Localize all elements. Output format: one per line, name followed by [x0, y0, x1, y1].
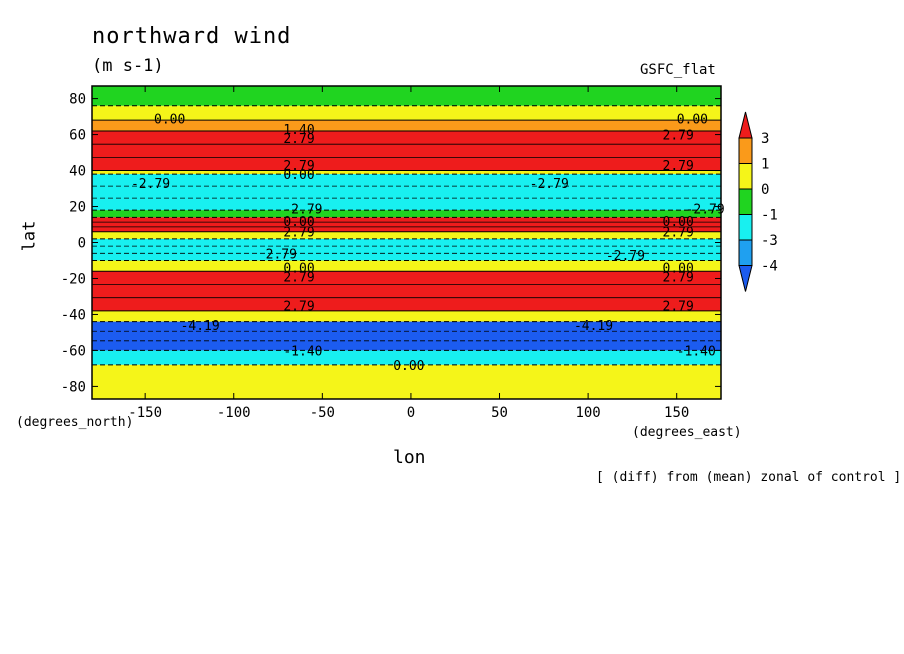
contour-label-3: 2.79 — [283, 132, 314, 147]
contour-label-21: 2.79 — [663, 271, 694, 286]
x-tick-label-4: 50 — [491, 405, 508, 421]
band-5 — [92, 174, 721, 211]
contour-label-26: -1.40 — [283, 344, 322, 359]
colorbar-label-4: -3 — [761, 233, 778, 249]
contour-label-23: 2.79 — [663, 299, 694, 314]
footnote: [ (diff) from (mean) zonal of control ] — [596, 470, 902, 485]
x-tick-label-0: -150 — [128, 405, 162, 421]
colorbar-label-2: 0 — [761, 182, 769, 198]
band-10 — [92, 260, 721, 272]
y-tick-label-0: -80 — [61, 379, 86, 395]
contour-label-27: -1.40 — [677, 344, 716, 359]
colorbar: 3 1 0 -1 -3 -4 — [738, 111, 778, 292]
contour-label-4: 2.79 — [663, 129, 694, 144]
x-tick-label-2: -50 — [310, 405, 335, 421]
band-4 — [92, 170, 721, 175]
x-tick-label-1: -100 — [217, 405, 251, 421]
contour-label-12: 0.00 — [283, 215, 314, 230]
band-8 — [92, 231, 721, 239]
x-tick-label-3: 0 — [407, 405, 415, 421]
x-tick-label-5: 100 — [575, 405, 600, 421]
contour-label-25: -4.19 — [574, 319, 613, 334]
band-0 — [92, 86, 721, 106]
colorbar-label-1: 1 — [761, 157, 769, 173]
band-14 — [92, 350, 721, 365]
band-12 — [92, 310, 721, 322]
contour-label-10: -2.79 — [283, 202, 322, 217]
chart-units: (m s-1) — [92, 56, 164, 76]
x-axis-label: lon — [393, 447, 426, 468]
y-tick-label-2: -40 — [61, 307, 86, 323]
band-3 — [92, 130, 721, 171]
y-tick-label-1: -60 — [61, 343, 86, 359]
x-tick-label-6: 150 — [664, 405, 689, 421]
colorbar-segment-0 — [738, 137, 753, 164]
contour-label-17: -2.79 — [606, 249, 645, 264]
y-tick-label-8: 80 — [69, 92, 86, 108]
contour-label-7: 2.79 — [283, 159, 314, 174]
y-tick-label-6: 40 — [69, 164, 86, 180]
contour-label-8: 0.00 — [283, 168, 314, 183]
band-1 — [92, 105, 721, 121]
chart-title: northward wind — [92, 24, 292, 49]
colorbar-segment-2 — [738, 188, 753, 215]
band-6 — [92, 210, 721, 218]
contour-lines — [92, 105, 721, 366]
contour-label-20: 0.00 — [663, 262, 694, 277]
y-axis-label: lat — [19, 220, 40, 252]
colorbar-segment-1 — [738, 163, 753, 190]
contour-label-9: 2.79 — [663, 159, 694, 174]
y-axis-units: (degrees_north) — [16, 415, 134, 430]
colorbar-label-0: 3 — [761, 131, 769, 147]
x-axis: -150 -100 -50 0 50 100 150 — [128, 86, 689, 421]
y-tick-label-5: 20 — [69, 200, 86, 216]
contour-label-14: 0.00 — [663, 215, 694, 230]
contour-label-0: 0.00 — [154, 112, 185, 127]
colorbar-top-arrow — [738, 111, 753, 139]
y-tick-label-4: 0 — [78, 236, 86, 252]
color-bands — [92, 86, 721, 399]
contour-label-18: 0.00 — [283, 262, 314, 277]
band-13 — [92, 321, 721, 351]
contour-label-22: 2.79 — [283, 299, 314, 314]
contour-label-28: 0.00 — [393, 359, 424, 374]
contour-label-19: 2.79 — [283, 271, 314, 286]
band-11 — [92, 271, 721, 311]
contour-label-2: 1.40 — [283, 123, 314, 138]
contour-label-1: 0.00 — [677, 112, 708, 127]
band-15 — [92, 364, 721, 399]
contour-label-24: -4.19 — [181, 319, 220, 334]
contour-labels: 0.00 0.001.402.79 2.79-2.79 -2.792.790.002.… — [131, 112, 725, 373]
source-label: GSFC_flat — [640, 62, 716, 78]
contour-label-11: -2.79 — [686, 202, 725, 217]
y-axis: -80 -60 -40 -20 0 20 40 60 80 — [61, 92, 721, 395]
band-7 — [92, 217, 721, 232]
y-tick-label-3: -20 — [61, 271, 86, 287]
contour-label-15: 2.79 — [663, 226, 694, 241]
contour-label-16: 2.79 — [266, 247, 297, 262]
band-9 — [92, 238, 721, 261]
colorbar-bottom-arrow — [738, 265, 753, 292]
band-2 — [92, 120, 721, 131]
x-axis-units: (degrees_east) — [632, 425, 742, 440]
colorbar-segment-4 — [738, 239, 753, 266]
colorbar-label-3: -1 — [761, 208, 778, 224]
contour-label-5: -2.79 — [131, 177, 170, 192]
colorbar-segment-3 — [738, 214, 753, 241]
y-tick-label-7: 60 — [69, 128, 86, 144]
contour-label-13: 2.79 — [283, 226, 314, 241]
contour-label-6: -2.79 — [530, 177, 569, 192]
colorbar-label-5: -4 — [761, 259, 778, 275]
